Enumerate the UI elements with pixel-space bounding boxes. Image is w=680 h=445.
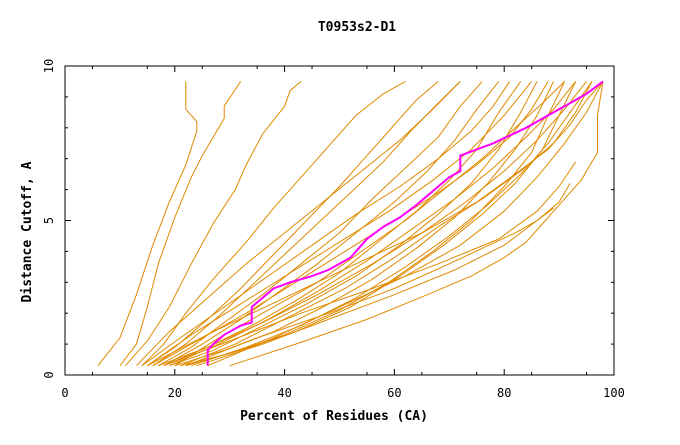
series-line-s08 <box>163 81 500 367</box>
x-tick-label: 40 <box>277 386 291 400</box>
y-tick-label: 10 <box>42 59 56 73</box>
series-layer <box>97 80 604 367</box>
series-line-s26 <box>207 81 604 367</box>
series-line-s01 <box>97 81 198 367</box>
series-line-s07 <box>158 81 483 367</box>
x-tick-label: 60 <box>387 386 401 400</box>
highlight-series-line <box>206 80 604 366</box>
series-line-s18 <box>191 81 593 367</box>
chart-title: T0953s2-D1 <box>318 20 396 35</box>
x-tick-label: 20 <box>168 386 182 400</box>
series-line-s05 <box>147 81 439 367</box>
series-line-s21 <box>163 161 577 367</box>
series-line-s09 <box>163 81 522 367</box>
y-tick-label: 0 <box>42 371 56 378</box>
y-axis-ticks: 0 5 10 <box>42 59 614 379</box>
series-line-s23 <box>185 207 554 367</box>
x-tick-label: 100 <box>603 386 625 400</box>
series-line-s22 <box>196 183 571 367</box>
x-tick-label: 0 <box>61 386 68 400</box>
y-tick-label: 5 <box>42 217 56 224</box>
x-tick-label: 80 <box>497 386 511 400</box>
series-line-s24 <box>229 81 604 367</box>
series-line-s02 <box>119 81 242 367</box>
y-axis-label: Distance Cutoff, A <box>20 161 35 302</box>
series-line-s28 <box>147 81 532 367</box>
series-line-s03 <box>125 81 302 367</box>
series-line-s13 <box>185 81 577 367</box>
x-axis-ticks: 0 20 40 60 80 100 <box>61 66 625 400</box>
series-line-s25 <box>147 81 604 367</box>
series-line-s19 <box>180 81 593 367</box>
highlight-layer <box>206 80 604 366</box>
series-line-s27 <box>136 81 461 367</box>
series-line-s15 <box>141 81 511 367</box>
x-axis-label: Percent of Residues (CA) <box>240 409 428 424</box>
